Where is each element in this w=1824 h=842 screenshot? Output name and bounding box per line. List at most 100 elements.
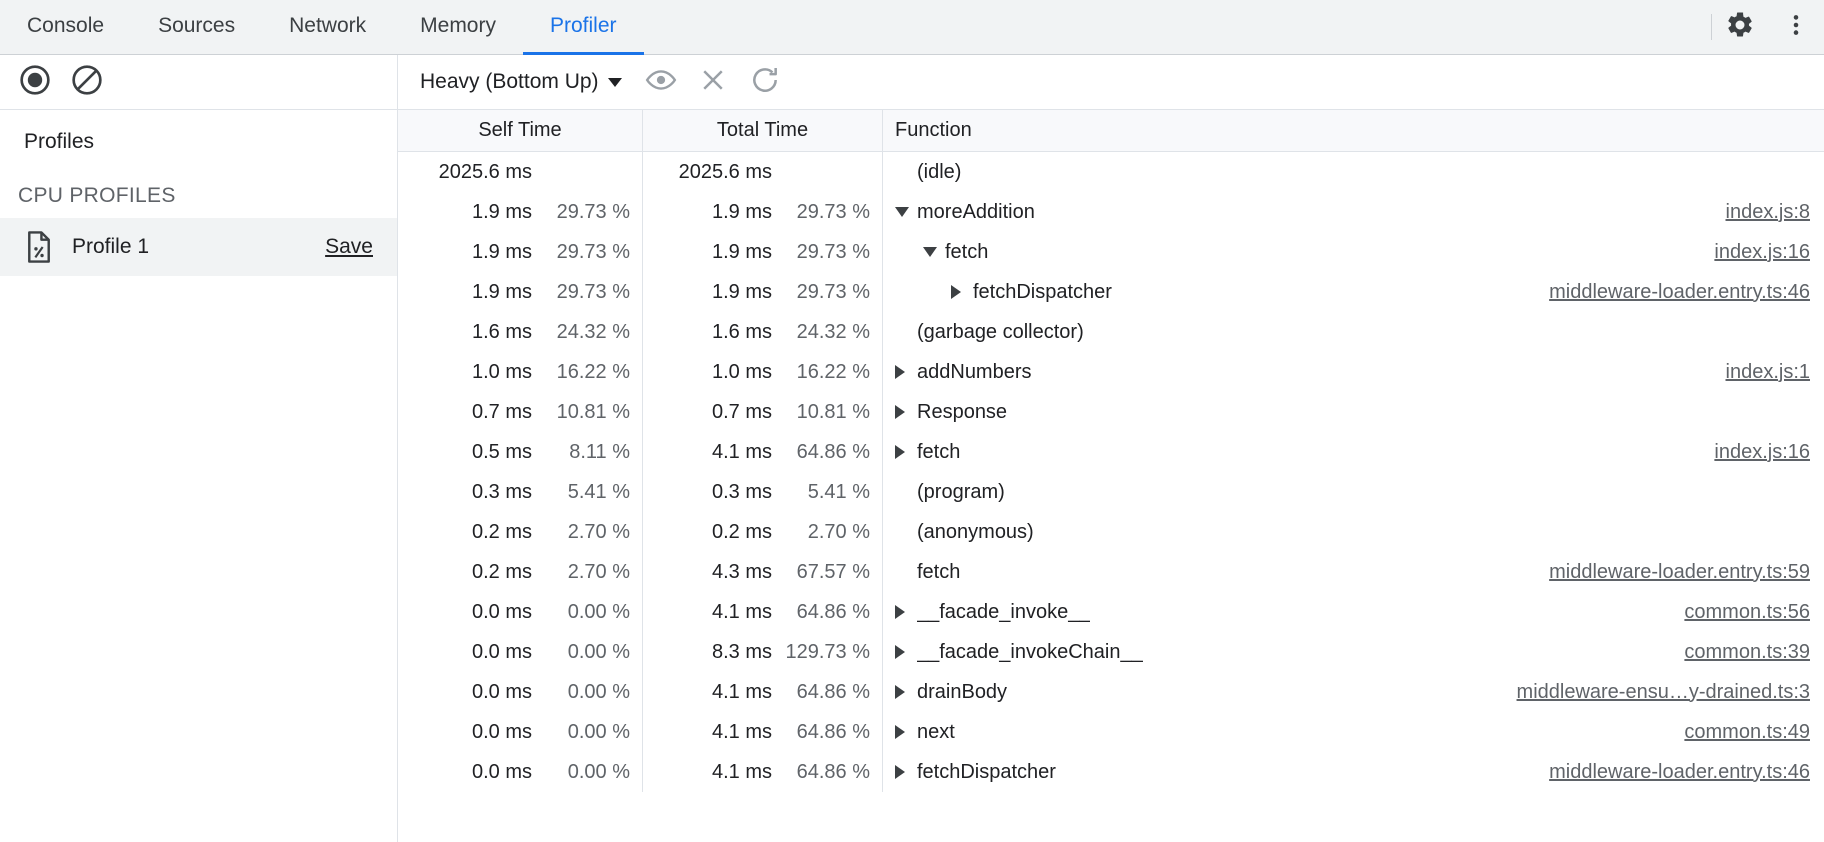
cell-self-time: 0.0 ms 0.00 % [398,632,643,672]
triangle [895,365,905,379]
source-location-link[interactable]: common.ts:56 [1684,600,1810,623]
function-name: fetch [917,560,961,583]
profiler-toolbar-left [0,55,398,109]
column-header-total-time[interactable]: Total Time [643,110,883,151]
column-header-self-time[interactable]: Self Time [398,110,643,151]
caret-down-icon[interactable] [895,207,917,217]
function-name: (program) [917,480,1005,503]
triangle [895,645,905,659]
table-row[interactable]: 1.9 ms 29.73 % 1.9 ms 29.73 % fetch index.js:… [398,232,1824,272]
triangle [895,685,905,699]
tab-profiler[interactable]: Profiler [522,0,644,55]
table-row[interactable]: 0.0 ms 0.00 % 4.1 ms 64.86 % __facade_invoke… [398,592,1824,632]
total-time-percent: 64.86 % [796,440,870,463]
self-time-percent: 29.73 % [556,280,630,303]
table-row[interactable]: 1.6 ms 24.32 % 1.6 ms 24.32 % (garbage colle… [398,312,1824,352]
chevron-down-icon [607,77,622,87]
source-location-link[interactable]: middleware-loader.entry.ts:59 [1549,560,1810,583]
total-time-ms: 1.9 ms [711,240,772,263]
source-location-link[interactable]: index.js:1 [1725,360,1811,383]
caret-right-icon[interactable] [895,685,917,699]
caret-right-icon[interactable] [895,445,917,459]
caret-right-icon[interactable] [895,765,917,779]
view-mode-select[interactable]: Heavy (Bottom Up) [416,66,628,98]
self-time-percent: 2.70 % [567,520,630,543]
total-time-percent: 129.73 % [785,640,870,663]
sidebar-section-cpu-profiles: CPU PROFILES [18,184,176,207]
source-location-link[interactable]: index.js:8 [1725,200,1811,223]
table-row[interactable]: 0.2 ms 2.70 % 4.3 ms 67.57 % fetch middleware… [398,552,1824,592]
cell-total-time: 2025.6 ms [643,152,883,192]
self-time-ms: 0.2 ms [471,520,532,543]
cell-function: drainBody middleware-ensu…y-drained.ts:3 [883,672,1824,712]
settings-button[interactable] [1712,0,1768,54]
save-profile-link[interactable]: Save [325,235,373,258]
triangle [895,765,905,779]
table-row[interactable]: 0.0 ms 0.00 % 4.1 ms 64.86 % fetchDispatcher… [398,752,1824,792]
tab-network[interactable]: Network [262,0,393,55]
caret-right-icon[interactable] [895,725,917,739]
source-location-link[interactable]: common.ts:49 [1684,720,1810,743]
restart-button[interactable] [746,63,784,101]
total-time-ms: 4.1 ms [711,440,772,463]
source-location-link[interactable]: middleware-loader.entry.ts:46 [1549,760,1810,783]
source-location-link[interactable]: middleware-ensu…y-drained.ts:3 [1516,680,1810,703]
clear-profiles-button[interactable] [68,63,106,101]
more-options-button[interactable] [1768,0,1824,54]
table-row[interactable]: 0.5 ms 8.11 % 4.1 ms 64.86 % fetch index.js:1… [398,432,1824,472]
self-time-ms: 0.7 ms [471,400,532,423]
caret-right-icon[interactable] [895,365,917,379]
self-time-ms: 1.9 ms [471,280,532,303]
table-row[interactable]: 0.0 ms 0.00 % 8.3 ms 129.73 % __facade_invok… [398,632,1824,672]
tab-sources[interactable]: Sources [131,0,262,55]
tab-console[interactable]: Console [0,0,131,55]
cell-total-time: 8.3 ms 129.73 % [643,632,883,672]
table-row[interactable]: 2025.6 ms 2025.6 ms (idle) [398,152,1824,192]
triangle [895,725,905,739]
self-time-percent: 29.73 % [556,240,630,263]
caret-right-icon[interactable] [895,405,917,419]
caret-right-icon[interactable] [951,285,973,299]
cell-function: moreAddition index.js:8 [883,192,1824,232]
cell-function: fetch index.js:16 [883,232,1824,272]
total-time-percent: 29.73 % [796,280,870,303]
caret-right-icon[interactable] [895,645,917,659]
delete-profile-button[interactable] [694,63,732,101]
source-location-link[interactable]: index.js:16 [1714,440,1810,463]
cell-function: fetch index.js:16 [883,432,1824,472]
caret-down-icon[interactable] [923,247,945,257]
sidebar-item-profile-1[interactable]: Profile 1 Save [0,218,397,276]
refresh-icon [749,64,781,101]
total-time-percent: 64.86 % [796,680,870,703]
table-row[interactable]: 1.9 ms 29.73 % 1.9 ms 29.73 % fetchDispatche… [398,272,1824,312]
table-row[interactable]: 1.9 ms 29.73 % 1.9 ms 29.73 % moreAddition in… [398,192,1824,232]
table-row[interactable]: 0.0 ms 0.00 % 4.1 ms 64.86 % next common.ts:4… [398,712,1824,752]
table-row[interactable]: 0.7 ms 10.81 % 0.7 ms 10.81 % Response [398,392,1824,432]
cell-self-time: 1.9 ms 29.73 % [398,272,643,312]
profile-document-icon [24,230,54,264]
record-button[interactable] [16,63,54,101]
self-time-ms: 0.0 ms [471,640,532,663]
self-time-ms: 0.5 ms [471,440,532,463]
table-row[interactable]: 1.0 ms 16.22 % 1.0 ms 16.22 % addNumbers inde… [398,352,1824,392]
table-row[interactable]: 0.0 ms 0.00 % 4.1 ms 64.86 % drainBody middle… [398,672,1824,712]
self-time-ms: 1.6 ms [471,320,532,343]
source-location-link[interactable]: middleware-loader.entry.ts:46 [1549,280,1810,303]
tab-memory[interactable]: Memory [393,0,523,55]
function-name: fetchDispatcher [973,280,1112,303]
cell-function: __facade_invokeChain__ common.ts:39 [883,632,1824,672]
grid-rows-container[interactable]: 2025.6 ms 2025.6 ms (idle) 1.9 ms 29.73 % 1.9… [398,152,1824,842]
cell-function: fetch middleware-loader.entry.ts:59 [883,552,1824,592]
cell-self-time: 0.2 ms 2.70 % [398,552,643,592]
table-row[interactable]: 0.3 ms 5.41 % 0.3 ms 5.41 % (program) [398,472,1824,512]
focus-selected-button[interactable] [642,63,680,101]
total-time-ms: 0.7 ms [711,400,772,423]
cell-function: (program) [883,472,1824,512]
source-location-link[interactable]: common.ts:39 [1684,640,1810,663]
column-header-function[interactable]: Function [895,119,972,141]
source-location-link[interactable]: index.js:16 [1714,240,1810,263]
table-row[interactable]: 0.2 ms 2.70 % 0.2 ms 2.70 % (anonymous) [398,512,1824,552]
total-time-percent: 64.86 % [796,720,870,743]
caret-right-icon[interactable] [895,605,917,619]
function-name: moreAddition [917,200,1035,223]
